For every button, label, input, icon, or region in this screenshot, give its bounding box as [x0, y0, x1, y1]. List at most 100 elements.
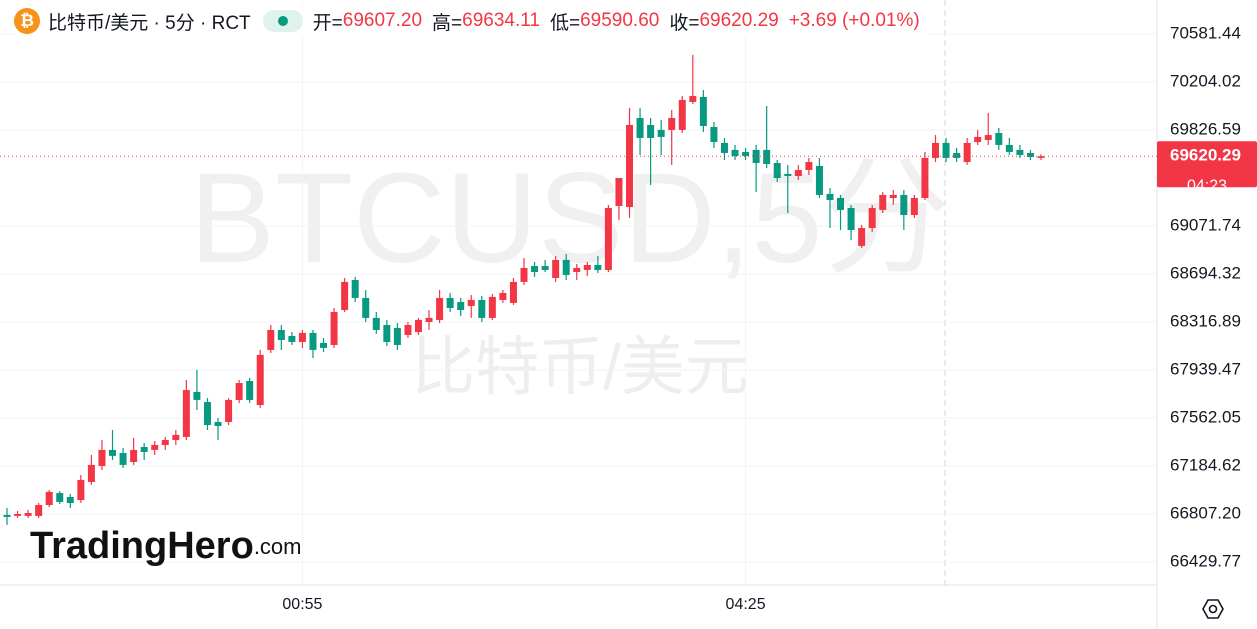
candle-body: [330, 311, 338, 346]
candle-body: [256, 354, 264, 406]
candle-body: [742, 151, 750, 157]
candle-body: [594, 265, 602, 270]
candle-body: [731, 149, 739, 157]
candle-body: [868, 208, 876, 229]
grid: [0, 0, 1157, 585]
status-pill[interactable]: [262, 10, 303, 32]
candle-body: [626, 124, 634, 208]
settings-icon[interactable]: [1202, 599, 1224, 619]
change: +3.69 (+0.01%): [788, 10, 920, 31]
watermark-ticker: BTCUSD,5分: [190, 147, 951, 290]
candle-body: [541, 266, 549, 270]
candle-body: [119, 452, 127, 465]
candle-body: [583, 265, 591, 270]
candle-body: [267, 329, 275, 350]
candle-body: [552, 259, 560, 278]
candle-body: [478, 299, 486, 318]
close-value: 69620.29: [699, 10, 779, 31]
candle-body: [921, 157, 929, 198]
candle-body: [172, 434, 180, 441]
y-tick-label: 66807.20: [1170, 503, 1241, 522]
candle-body: [467, 299, 475, 306]
candle-body: [984, 135, 992, 140]
plot: [0, 0, 1157, 585]
candle-body: [225, 399, 233, 422]
candle-body: [657, 129, 665, 137]
candle-body: [562, 259, 570, 275]
candle-body: [109, 449, 117, 456]
candle-body: [678, 99, 686, 130]
candle-body: [35, 504, 43, 516]
candle-body: [393, 327, 401, 346]
candle-body: [1005, 144, 1013, 152]
candle-body: [509, 281, 517, 303]
candle-body: [847, 208, 855, 231]
low-label: 低=: [549, 12, 581, 34]
candle-body: [214, 421, 222, 427]
candle-body: [573, 267, 581, 273]
candle-body: [647, 124, 655, 138]
open-value: 69607.20: [342, 10, 423, 31]
y-tick-label: 68694.32: [1170, 263, 1241, 282]
candle-body: [953, 152, 961, 158]
candle-body: [203, 401, 211, 426]
candle-body: [931, 142, 939, 158]
candle-body: [488, 296, 496, 318]
candle-body: [425, 317, 433, 322]
candle-body: [56, 493, 64, 502]
y-tick-label: 67562.05: [1170, 407, 1241, 426]
candle-body: [151, 444, 159, 450]
legend-header: ₿ 比特币/美元 · 5分 · RCT 开= 69607.20 高= 69634.1…: [14, 6, 928, 36]
candle-body: [531, 266, 539, 273]
candle-body: [1037, 156, 1045, 158]
symbol: 比特币/美元 · 5分 · RCT: [48, 12, 251, 34]
price-label-box: [1157, 141, 1257, 188]
candle-body: [309, 332, 317, 350]
candle-body: [436, 297, 444, 320]
open-label: 开=: [312, 12, 343, 34]
candle-body: [763, 149, 771, 165]
candle-body: [372, 317, 380, 330]
candle-body: [889, 194, 897, 198]
candle-body: [826, 193, 834, 201]
candle-body: [414, 319, 422, 333]
candle-body: [404, 325, 412, 335]
y-tick-label: 66429.77: [1170, 551, 1241, 570]
candle-body: [710, 127, 718, 143]
candle-body: [794, 170, 802, 176]
logo-domain: .com: [254, 534, 302, 559]
logo: TradingHero.com: [30, 525, 302, 567]
candle-body: [837, 197, 845, 210]
candle-body: [1016, 149, 1024, 156]
candle-body: [341, 281, 349, 311]
candle-body: [668, 117, 676, 130]
y-tick-label: 69071.74: [1170, 215, 1241, 234]
candle-body: [879, 194, 887, 210]
y-tick-label: 67184.62: [1170, 455, 1241, 474]
coin-icon: ₿: [14, 8, 40, 34]
candle-body: [77, 479, 85, 501]
logo-name: TradingHero: [30, 525, 254, 567]
candle-body: [98, 449, 106, 466]
candle-body: [446, 297, 454, 308]
candle-body: [499, 292, 507, 300]
candle-body: [161, 440, 169, 445]
candle-body: [24, 513, 32, 516]
candle-body: [615, 178, 623, 207]
candle-body: [246, 380, 254, 400]
candle-body: [805, 161, 813, 171]
candle-body: [182, 390, 190, 437]
candle-body: [130, 449, 138, 463]
y-tick-label: 67939.47: [1170, 359, 1241, 378]
candle-body: [942, 142, 950, 158]
candle-body: [457, 302, 465, 311]
close-label: 收=: [669, 12, 700, 34]
candle-body: [689, 95, 697, 102]
candle-body: [14, 514, 22, 516]
high-value: 69634.11: [462, 10, 540, 31]
candle-body: [351, 280, 359, 298]
candle-body: [995, 132, 1003, 145]
candle-body: [963, 142, 971, 162]
candle-body: [815, 165, 823, 195]
